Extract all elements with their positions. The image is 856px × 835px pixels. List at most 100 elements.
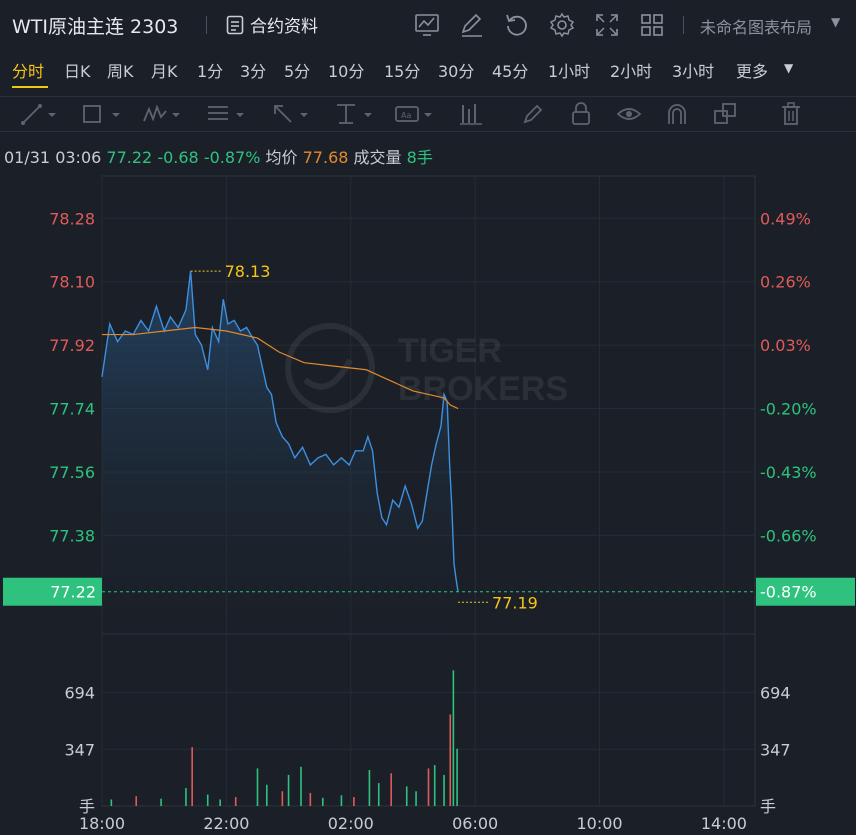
tab-interval[interactable]: 2小时 (610, 62, 653, 81)
chart-settings-icon[interactable] (414, 12, 440, 38)
tab-interval[interactable]: 周K (107, 62, 134, 81)
tab-interval[interactable]: 5分 (284, 62, 311, 81)
volume-bar (377, 783, 380, 806)
caret-icon[interactable] (298, 101, 310, 127)
volume-bar (300, 766, 302, 806)
line-tool-icon[interactable] (20, 101, 46, 127)
time-tick-label: 22:00 (203, 814, 249, 833)
volume-unit-left: 手 (79, 797, 95, 816)
tab-interval[interactable]: 1小时 (548, 62, 591, 81)
symbol-title[interactable]: WTI原油主连 2303 (12, 16, 179, 38)
fullscreen-icon[interactable] (594, 12, 620, 38)
caret-icon[interactable] (170, 101, 182, 127)
watermark-logo: TIGER BROKERS (285, 323, 568, 413)
chart-axes: 77.22 -0.87% 78.28 78.10 77.92 77.74 77.56 77.3… (3, 209, 855, 833)
pct-tick-label-right: 0.03% (760, 336, 811, 355)
tab-interval[interactable]: 45分 (492, 62, 529, 81)
volume-tick-label-right: 694 (760, 684, 791, 703)
layout-name-dropdown[interactable]: 未命名图表布局 (700, 18, 813, 37)
watermark-line-2: BROKERS (398, 370, 568, 408)
volume-bar (340, 795, 343, 806)
tab-interval[interactable]: 15分 (384, 62, 421, 81)
document-icon (226, 15, 244, 34)
volume-bar (452, 670, 455, 806)
clone-icon[interactable] (712, 101, 738, 127)
bars-tool-icon[interactable] (458, 101, 484, 127)
volume-bar (256, 768, 259, 806)
time-tick-label: 18:00 (79, 814, 125, 833)
caret-down-icon[interactable]: ▼ (784, 61, 794, 75)
info-datetime: 01/31 03:06 (4, 148, 102, 167)
text-tool-icon[interactable]: Aa (394, 101, 420, 127)
price-tick-label-left: 77.56 (49, 463, 95, 482)
tab-interval[interactable]: 日K (64, 62, 91, 81)
interval-tabs: 分时 日K 周K 月K 1分 3分 5分 10分 15分 30分 45分 1小时… (0, 54, 856, 88)
contract-info-button[interactable]: 合约资料 (226, 12, 318, 37)
caret-icon[interactable] (362, 101, 374, 127)
divider (683, 16, 684, 34)
info-volume-value: 8手 (406, 148, 433, 167)
price-tick-label-left: 77.74 (49, 400, 95, 419)
volume-bar (427, 768, 430, 806)
pct-tick-label-right: -0.66% (760, 526, 817, 545)
magnet-icon[interactable] (664, 101, 690, 127)
volume-bars (110, 670, 458, 806)
eye-icon[interactable] (616, 101, 642, 127)
trash-icon[interactable] (778, 101, 804, 127)
fib-tool-icon[interactable] (205, 101, 231, 127)
top-bar: WTI原油主连 2303 合约资料 未命名图表布局 ▼ (0, 0, 856, 50)
pct-tick-label-right: 0.49% (760, 209, 811, 228)
time-tick-label: 06:00 (452, 814, 498, 833)
watermark-line-1: TIGER (398, 332, 502, 370)
tab-interval[interactable]: 月K (151, 62, 178, 81)
caret-icon[interactable] (46, 101, 58, 127)
wave-tool-icon[interactable] (142, 101, 168, 127)
price-line (101, 271, 459, 592)
volume-bar (287, 774, 290, 806)
volume-bar (353, 797, 355, 806)
volume-unit-right: 手 (760, 797, 776, 816)
caret-icon[interactable] (234, 101, 246, 127)
volume-bar (185, 788, 187, 806)
volume-bar (456, 748, 458, 806)
volume-bar (368, 770, 371, 806)
time-tick-label: 10:00 (576, 814, 622, 833)
volume-tick-label-left: 347 (64, 740, 95, 759)
refresh-icon[interactable] (504, 12, 530, 38)
info-price: 77.22 (106, 148, 153, 167)
volume-bar (160, 798, 162, 806)
tab-interval[interactable]: 1分 (197, 62, 224, 81)
layout-grid-icon[interactable] (639, 12, 665, 38)
active-tab-indicator (12, 86, 48, 88)
volume-bar (206, 794, 209, 806)
low-label: 77.19 (492, 593, 538, 612)
settings-icon[interactable] (549, 12, 575, 38)
lock-icon[interactable] (568, 101, 594, 127)
volume-bar (449, 714, 452, 806)
price-area (102, 271, 459, 634)
info-avg-value: 77.68 (302, 148, 349, 167)
more-intervals-button[interactable]: 更多 (736, 62, 769, 81)
info-change-pct: -0.87% (203, 148, 261, 167)
quote-info-line: 01/31 03:06 77.22 -0.68 -0.87% 均价 77.68 … (4, 144, 433, 168)
current-pct-tag (756, 577, 855, 606)
caret-down-icon[interactable]: ▼ (831, 15, 841, 29)
tab-interval[interactable]: 3小时 (672, 62, 715, 81)
tab-interval[interactable]: 30分 (438, 62, 475, 81)
tab-interval[interactable]: 分时 (12, 62, 45, 81)
pen-icon[interactable] (520, 101, 546, 127)
caret-icon[interactable] (422, 101, 434, 127)
volume-bar (415, 791, 417, 806)
rectangle-tool-icon[interactable] (80, 101, 106, 127)
measure-tool-icon[interactable] (333, 101, 359, 127)
tab-interval[interactable]: 10分 (328, 62, 365, 81)
time-tick-label: 02:00 (328, 814, 374, 833)
edit-icon[interactable] (459, 12, 485, 38)
price-tick-label-left: 77.92 (49, 336, 95, 355)
caret-icon[interactable] (110, 101, 122, 127)
arrow-tool-icon[interactable] (270, 101, 296, 127)
current-pct-label: -0.87% (760, 583, 817, 602)
volume-bar (191, 747, 193, 806)
tab-interval[interactable]: 3分 (240, 62, 267, 81)
